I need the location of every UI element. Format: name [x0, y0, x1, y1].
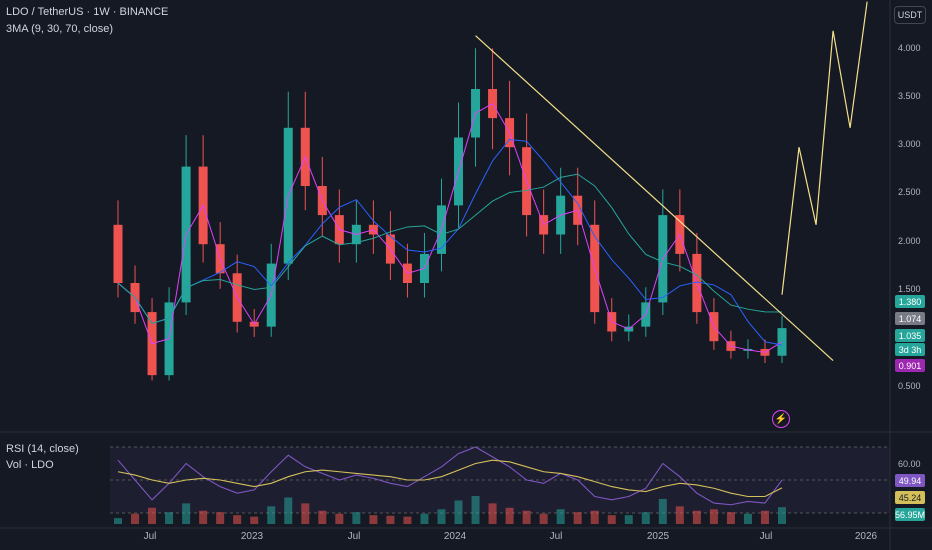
ma-line — [117, 173, 783, 325]
volume-bar — [199, 510, 208, 524]
price-tag-last: 1.035 — [895, 329, 925, 342]
volume-bar — [250, 516, 259, 524]
volume-bar — [386, 515, 395, 524]
price-tag-high: 1.380 — [895, 295, 925, 308]
rsi-value-tag: 49.94 — [895, 474, 925, 487]
volume-bar — [114, 518, 122, 524]
price-tick-label: 3.000 — [898, 139, 921, 149]
countdown-tag: 3d 3h — [895, 343, 925, 356]
volume-bar — [556, 509, 565, 524]
volume-bar — [471, 496, 480, 524]
time-tick-label: 2026 — [854, 531, 878, 542]
volume-bar — [692, 510, 701, 524]
ma-line — [117, 138, 783, 346]
price-tick-label: 2.500 — [898, 187, 921, 197]
volume-bar — [539, 513, 548, 524]
time-tick-label: Jul — [759, 531, 773, 542]
candle-body — [113, 224, 123, 283]
volume-bar — [165, 512, 174, 524]
volume-bar — [726, 512, 735, 524]
volume-bar — [301, 503, 310, 524]
volume-bar — [233, 515, 242, 524]
time-tick-label: 2023 — [240, 531, 264, 542]
rsi-indicator-label[interactable]: RSI (14, close) — [6, 443, 79, 455]
lightning-icon[interactable]: ⚡ — [772, 410, 790, 428]
price-tick-label: 0.500 — [898, 381, 921, 391]
volume-bar — [403, 516, 412, 524]
projection-line — [781, 1, 868, 295]
volume-bar — [284, 497, 293, 524]
ma-indicator-label[interactable]: 3MA (9, 30, 70, close) — [6, 23, 113, 35]
volume-bar — [420, 513, 429, 524]
volume-bar — [267, 506, 276, 524]
volume-bar — [573, 512, 582, 524]
volume-bar — [437, 509, 446, 524]
rsi-line — [117, 446, 783, 506]
volume-bar — [658, 498, 667, 524]
volume-bar — [148, 507, 157, 524]
time-tick-label: Jul — [347, 531, 361, 542]
price-tag-ma: 1.074 — [895, 312, 925, 325]
volume-bar — [369, 515, 378, 524]
price-tick-label: 1.500 — [898, 284, 921, 294]
volume-bar — [760, 510, 769, 524]
price-tick-label: 2.000 — [898, 236, 921, 246]
time-tick-label: Jul — [143, 531, 157, 542]
volume-bar — [709, 509, 718, 524]
volume-bar — [352, 512, 361, 524]
volume-bar — [335, 513, 344, 524]
volume-bar — [590, 510, 599, 524]
price-tick-label: 3.500 — [898, 91, 921, 101]
volume-bar — [131, 513, 140, 524]
volume-bar — [522, 510, 531, 524]
ma-line — [117, 102, 783, 353]
trend-line — [475, 35, 834, 362]
volume-bar — [624, 515, 633, 524]
price-tick-label: 4.000 — [898, 43, 921, 53]
price-tag-ma9: 0.901 — [895, 359, 925, 372]
volume-bar — [607, 515, 616, 524]
volume-bar — [505, 507, 514, 524]
volume-bar — [216, 512, 225, 524]
volume-bar — [675, 506, 684, 524]
rsi-ma-value-tag: 45.24 — [895, 491, 925, 504]
volume-bar — [318, 510, 327, 524]
volume-bar — [182, 503, 191, 524]
volume-value-tag: 56.95M — [894, 508, 926, 521]
time-tick-label: 2024 — [443, 531, 467, 542]
volume-indicator-label[interactable]: Vol · LDO — [6, 459, 54, 471]
currency-button[interactable]: USDT — [894, 6, 926, 24]
rsi-tick-label: 60.00 — [898, 459, 921, 469]
volume-bar — [743, 513, 752, 524]
rsi-line — [117, 459, 783, 498]
time-tick-label: 2025 — [646, 531, 670, 542]
volume-bar — [641, 512, 650, 524]
volume-bar — [778, 507, 786, 524]
time-tick-label: Jul — [549, 531, 563, 542]
volume-bar — [488, 503, 497, 524]
volume-bar — [454, 500, 463, 524]
symbol-title[interactable]: LDO / TetherUS · 1W · BINANCE — [6, 6, 169, 18]
